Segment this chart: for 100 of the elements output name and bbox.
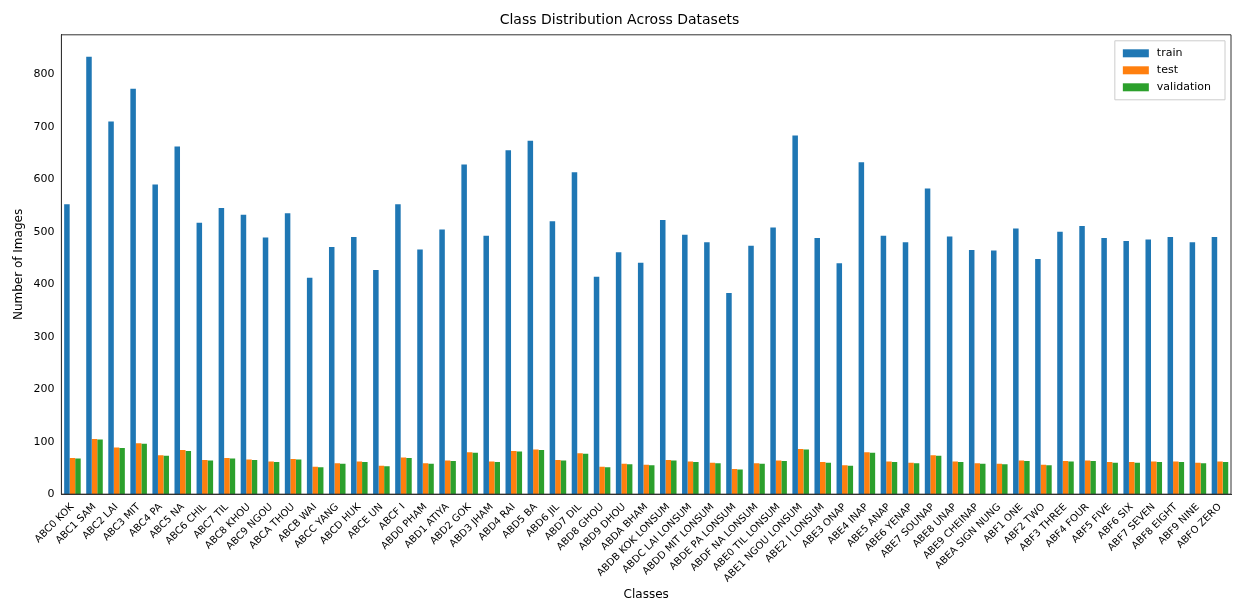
bar (836, 263, 843, 495)
bar (946, 236, 953, 495)
bar (312, 466, 318, 495)
bar (880, 235, 887, 495)
bar (803, 449, 809, 495)
bar (1151, 461, 1157, 495)
y-tick-label: 300 (33, 329, 55, 343)
bar (1189, 242, 1196, 495)
bar (759, 463, 765, 495)
y-tick-label: 800 (33, 67, 55, 81)
y-tick-label: 400 (33, 277, 55, 291)
bar (908, 462, 914, 495)
bar (1013, 228, 1019, 495)
bar (533, 449, 539, 495)
bar (64, 204, 70, 495)
bar (886, 461, 892, 495)
bar (505, 150, 512, 495)
bar (1195, 462, 1201, 495)
bar (152, 184, 158, 495)
bar (196, 222, 203, 495)
bar (1090, 461, 1096, 495)
bar (406, 457, 412, 495)
bar (814, 237, 820, 495)
bar (163, 455, 169, 495)
bar (328, 246, 335, 495)
bar (737, 469, 743, 495)
bar (461, 164, 467, 495)
bar (682, 234, 688, 495)
bar (621, 463, 627, 495)
bar (643, 464, 649, 495)
bar (781, 461, 787, 495)
bar (340, 463, 346, 495)
bar (1079, 225, 1085, 495)
bar (306, 277, 313, 495)
bar (268, 461, 274, 495)
bar (246, 459, 252, 495)
bar (218, 208, 225, 495)
bar (1173, 461, 1179, 495)
bar (450, 461, 456, 495)
bar (395, 204, 401, 495)
bar (924, 188, 931, 495)
bar (715, 463, 721, 495)
bar (240, 214, 247, 495)
bar (439, 229, 445, 495)
bar (472, 452, 478, 495)
bar (202, 460, 208, 495)
bar (819, 462, 826, 495)
bar (952, 461, 958, 495)
bar (224, 457, 230, 495)
bar (362, 462, 368, 495)
y-tick-label: 600 (33, 172, 55, 186)
bar (577, 453, 583, 495)
bar (108, 121, 114, 495)
bar (527, 140, 534, 495)
bar (1217, 461, 1223, 495)
bar (1002, 464, 1008, 495)
y-tick-label: 200 (33, 382, 55, 396)
bar (571, 172, 578, 495)
bar (1211, 236, 1218, 495)
y-tick-label: 100 (33, 434, 55, 448)
bar (615, 252, 622, 495)
bar (141, 443, 147, 495)
bar (792, 135, 798, 495)
bar (494, 462, 500, 495)
bar (417, 249, 423, 495)
bar (748, 245, 754, 495)
bar (1101, 237, 1107, 495)
bar (974, 463, 980, 495)
bar (334, 463, 340, 495)
bar (130, 88, 136, 495)
bar (864, 452, 870, 495)
bar (384, 466, 390, 495)
bar (1068, 461, 1074, 495)
bar (726, 293, 732, 495)
bar (968, 250, 975, 495)
bar (991, 250, 997, 495)
bar (693, 462, 699, 495)
bar (555, 460, 561, 495)
legend-label: train (1156, 46, 1183, 60)
bar (351, 236, 357, 495)
bar (637, 262, 644, 495)
bar (284, 213, 291, 495)
bar (1035, 258, 1041, 495)
bar (119, 447, 125, 495)
bar (1024, 461, 1030, 495)
bar (770, 227, 776, 495)
bar (262, 237, 269, 495)
x-axis-title: Classes (623, 586, 669, 601)
bar (86, 56, 92, 495)
bar (902, 242, 909, 495)
bar (290, 458, 296, 495)
bar (659, 220, 666, 495)
legend-label: validation (1156, 80, 1212, 94)
bar (1145, 239, 1151, 495)
bar (599, 466, 605, 495)
legend-label: test (1156, 63, 1179, 77)
bar (1123, 241, 1129, 495)
bar (483, 235, 489, 495)
bar (930, 455, 936, 495)
bar (1057, 231, 1063, 495)
